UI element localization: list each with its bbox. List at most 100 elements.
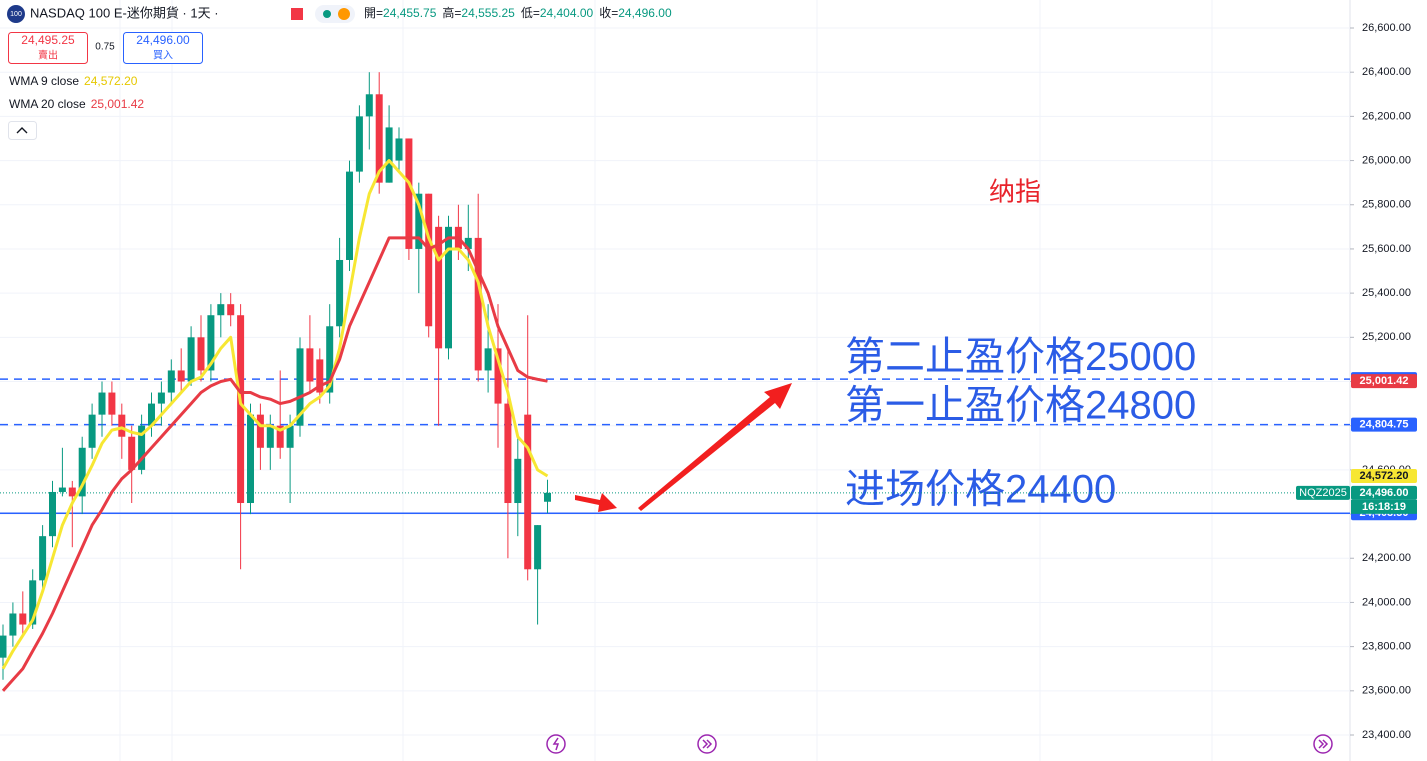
candle-body bbox=[0, 635, 7, 658]
candle-body bbox=[504, 403, 512, 504]
arrow bbox=[638, 383, 792, 511]
annotation: 第一止盈价格24800 bbox=[845, 384, 1196, 428]
buy-button[interactable] bbox=[123, 32, 203, 64]
last-price-tag-bg bbox=[1351, 485, 1417, 500]
candle-body bbox=[237, 315, 245, 504]
last-price-tag: 24,496.00 bbox=[1360, 487, 1409, 499]
candle-body bbox=[514, 458, 522, 504]
ohlc-value: 24,496.00 bbox=[618, 6, 672, 20]
flag-icon[interactable] bbox=[291, 8, 303, 20]
y-tick-label: 26,400.00 bbox=[1362, 66, 1411, 78]
candle-body bbox=[336, 259, 344, 327]
candle-body bbox=[464, 237, 472, 249]
event-icon[interactable] bbox=[546, 734, 566, 754]
candle-body bbox=[296, 348, 304, 426]
candle-body bbox=[68, 487, 76, 497]
candle-body bbox=[118, 414, 126, 437]
candle-body bbox=[306, 348, 314, 382]
indicator-line bbox=[1, 159, 549, 670]
candle-body bbox=[425, 193, 433, 327]
symbol-tag: NQZ2025 bbox=[1299, 487, 1347, 499]
price-tag: 24,804.75 bbox=[1360, 419, 1409, 431]
symbol-tag-bg bbox=[1296, 485, 1350, 500]
candle-body bbox=[58, 487, 66, 492]
legend-name: WMA 20 close bbox=[9, 97, 86, 111]
ohlc-value: 24,404.00 bbox=[540, 6, 594, 20]
candle-body bbox=[415, 193, 423, 249]
candle-body bbox=[375, 94, 383, 183]
candle-body bbox=[29, 580, 37, 625]
y-tick-label: 23,800.00 bbox=[1362, 641, 1411, 653]
spread: 0.75 bbox=[95, 42, 115, 53]
annotation: 纳指 bbox=[989, 177, 1041, 207]
arrow bbox=[575, 493, 617, 512]
candle-body bbox=[395, 138, 403, 161]
candle-body bbox=[217, 304, 225, 316]
indicator-line bbox=[1, 236, 548, 692]
candle-body bbox=[148, 403, 155, 426]
collapse-button[interactable] bbox=[8, 121, 37, 140]
delay-icon bbox=[338, 8, 350, 20]
logo bbox=[7, 5, 25, 23]
indicator-tag: 24,572.20 bbox=[1360, 470, 1409, 482]
event-icon[interactable] bbox=[697, 734, 717, 754]
indicator-tag: 25,001.42 bbox=[1360, 375, 1409, 387]
annotation: 第二止盈价格25000 bbox=[845, 335, 1196, 379]
countdown: 16:18:19 bbox=[1362, 501, 1406, 513]
candle-body bbox=[326, 326, 334, 393]
bottom-icons bbox=[546, 734, 1333, 754]
candle-body bbox=[167, 370, 175, 393]
candle-body bbox=[435, 226, 443, 349]
candle-body bbox=[39, 536, 47, 581]
indicator-tag-bg bbox=[1351, 469, 1417, 484]
y-tick-label: 25,800.00 bbox=[1362, 199, 1411, 211]
candle-body bbox=[346, 171, 353, 260]
symbol-title[interactable]: NASDAQ 100 E-迷你期貨 · 1天 · bbox=[30, 5, 219, 20]
y-tick-label: 24,000.00 bbox=[1362, 596, 1411, 608]
y-tick-label: 23,400.00 bbox=[1362, 729, 1411, 741]
candle-body bbox=[227, 304, 235, 316]
candle-body bbox=[474, 237, 482, 371]
candle-body bbox=[544, 492, 551, 502]
candle-body bbox=[355, 116, 363, 172]
candle-body bbox=[286, 425, 294, 448]
candle-body bbox=[177, 370, 185, 382]
candle-body bbox=[78, 447, 86, 497]
y-tick-label: 26,600.00 bbox=[1362, 22, 1411, 34]
legend-value: 25,001.42 bbox=[91, 97, 145, 111]
candle-body bbox=[405, 138, 413, 249]
candle-body bbox=[108, 392, 116, 415]
candle-body bbox=[276, 425, 284, 448]
candle-body bbox=[524, 414, 532, 570]
candle-body bbox=[445, 226, 452, 349]
ohlc-label: 低= bbox=[521, 6, 540, 20]
price-tag-bg bbox=[1351, 417, 1417, 432]
candle-body bbox=[128, 436, 136, 470]
collapse-icon bbox=[16, 127, 28, 134]
candle-body bbox=[98, 392, 106, 415]
candle-body bbox=[157, 392, 165, 404]
buy-price: 24,496.00 bbox=[136, 33, 190, 47]
candle-body bbox=[385, 127, 393, 183]
status-dot bbox=[323, 10, 331, 18]
candle-body bbox=[266, 425, 274, 448]
candle-body bbox=[138, 425, 146, 470]
annotation: 进场价格24400 bbox=[845, 468, 1116, 512]
y-tick-label: 26,000.00 bbox=[1362, 154, 1411, 166]
y-tick-label: 25,600.00 bbox=[1362, 243, 1411, 255]
ohlc-label: 開= bbox=[364, 6, 383, 20]
candle-body bbox=[197, 337, 205, 371]
logo-text: 100 bbox=[10, 11, 22, 18]
y-tick-label: 23,600.00 bbox=[1362, 685, 1411, 697]
event-icon[interactable] bbox=[1313, 734, 1333, 754]
candle-body bbox=[484, 348, 492, 371]
candle-body bbox=[256, 414, 264, 448]
candle-body bbox=[9, 613, 17, 636]
countdown-bg bbox=[1351, 499, 1417, 514]
candle-body bbox=[207, 315, 215, 371]
sell-label: 賣出 bbox=[38, 49, 58, 62]
ohlc-value: 24,455.75 bbox=[383, 6, 437, 20]
sell-price: 24,495.25 bbox=[21, 33, 75, 47]
sell-button[interactable] bbox=[8, 32, 88, 64]
